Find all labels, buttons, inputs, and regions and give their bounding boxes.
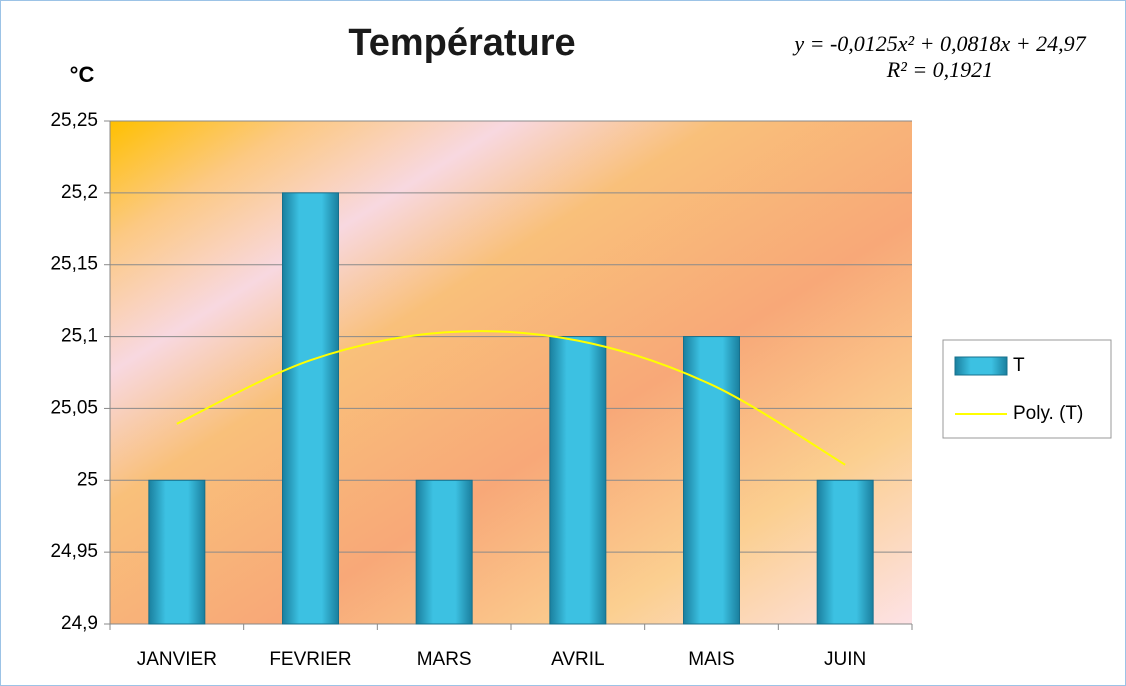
y-tick-label: 24,9 bbox=[61, 613, 98, 634]
y-tick-label: 25,15 bbox=[50, 254, 98, 275]
y-tick-label: 24,95 bbox=[50, 541, 98, 562]
y-tick-label: 25,05 bbox=[50, 397, 98, 418]
bar bbox=[148, 479, 206, 625]
bar bbox=[816, 479, 874, 625]
chart-title: Température bbox=[348, 22, 575, 64]
y-tick-label: 25 bbox=[77, 469, 98, 490]
bar bbox=[415, 479, 473, 625]
bar bbox=[549, 336, 607, 625]
x-tick-label: MARS bbox=[417, 649, 472, 670]
bar bbox=[683, 336, 740, 625]
legend-swatch bbox=[954, 356, 1008, 376]
x-tick-label: AVRIL bbox=[551, 649, 605, 670]
y-tick-label: 25,2 bbox=[61, 182, 98, 203]
trend-r2: R² = 0,1921 bbox=[886, 57, 993, 82]
trend-line bbox=[176, 330, 846, 466]
x-tick-label: FEVRIER bbox=[269, 649, 351, 670]
legend-label: T bbox=[1013, 355, 1025, 376]
x-tick-label: JANVIER bbox=[137, 649, 217, 670]
legend-label: Poly. (T) bbox=[1013, 403, 1083, 424]
legend bbox=[942, 339, 1112, 439]
bar bbox=[282, 192, 339, 625]
y-tick-label: 25,1 bbox=[61, 326, 98, 347]
x-tick-label: JUIN bbox=[824, 649, 866, 670]
plot-area bbox=[110, 121, 912, 624]
x-tick-label: MAIS bbox=[688, 649, 734, 670]
trend-equation: y = -0,0125x² + 0,0818x + 24,97 bbox=[792, 31, 1086, 56]
y-axis-label: °C bbox=[70, 62, 95, 87]
y-tick-label: 25,25 bbox=[50, 110, 98, 131]
